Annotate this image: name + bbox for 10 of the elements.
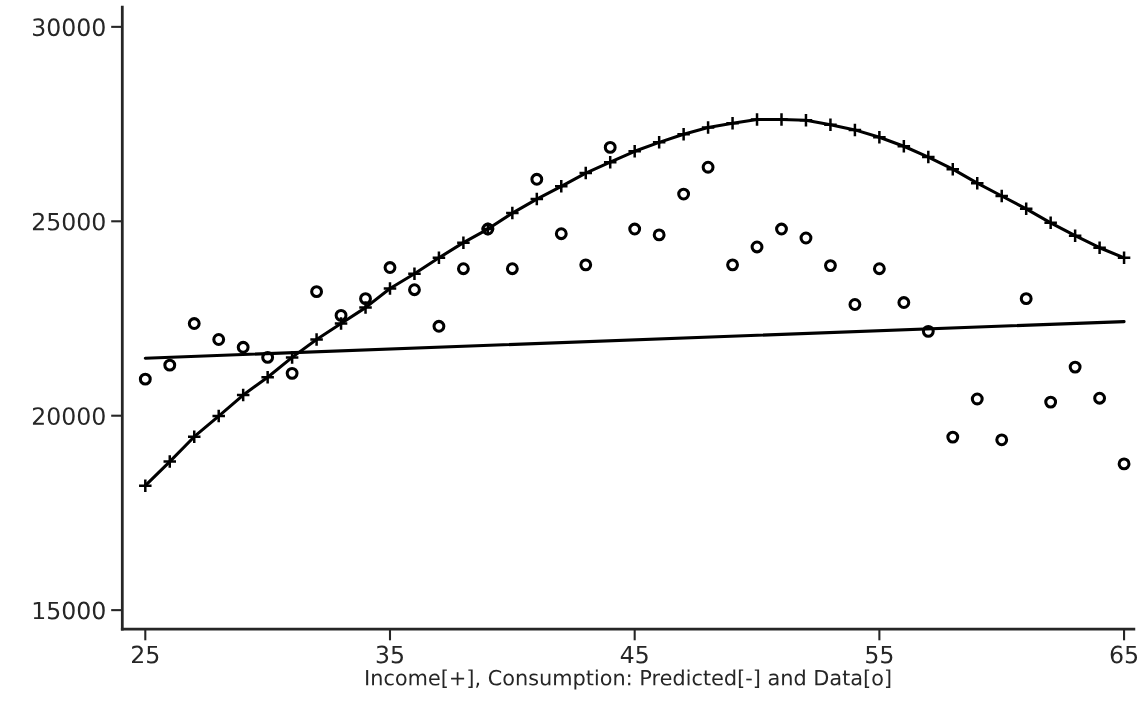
x-tick-label: 45 xyxy=(620,645,648,664)
y-tick-label: 30000 xyxy=(33,18,105,37)
x-tick-label: 25 xyxy=(132,645,159,664)
y-tick-label: 15000 xyxy=(33,601,105,620)
x-tick-label: 35 xyxy=(376,645,403,664)
x-axis-title: Income[+], Consumption: Predicted[-] and Data[o] xyxy=(366,669,891,690)
x-tick-label: 55 xyxy=(866,645,893,664)
y-tick-label: 25000 xyxy=(32,212,105,231)
x-tick-label: 65 xyxy=(1110,645,1138,664)
y-tick-label: 20000 xyxy=(32,407,105,426)
